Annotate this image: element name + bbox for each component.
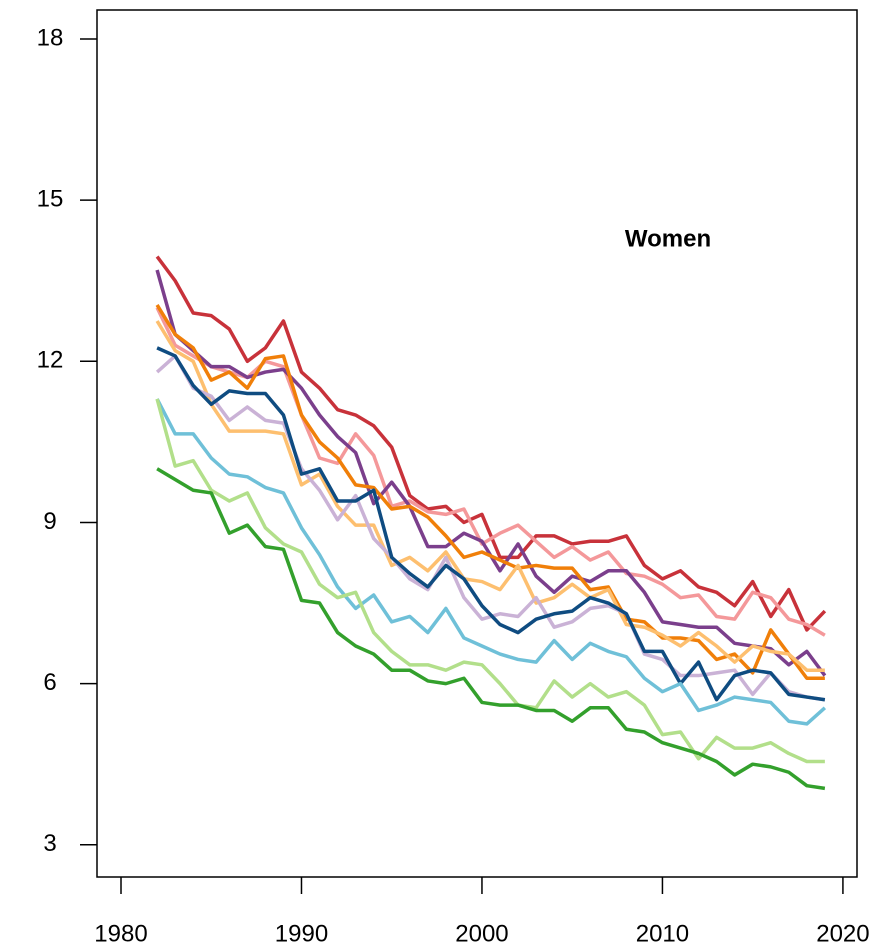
plot-frame	[96, 9, 858, 878]
y-tick-label: 18	[37, 24, 64, 51]
series-line	[155, 398, 825, 764]
x-tick-label: 2020	[816, 920, 869, 947]
y-tick-label: 15	[37, 186, 64, 213]
x-tick-label: 1980	[94, 920, 147, 947]
y-tick-label: 9	[43, 508, 56, 535]
y-tick-label: 12	[37, 347, 64, 374]
series-line	[155, 306, 826, 637]
series-line	[156, 467, 826, 791]
annotation: Women	[625, 225, 711, 252]
series-line	[155, 398, 827, 726]
series-line	[155, 303, 825, 680]
series-line	[156, 346, 826, 702]
x-tick-label: 2000	[455, 920, 508, 947]
y-tick-label: 6	[43, 669, 56, 696]
series-line	[155, 255, 827, 632]
x-tick-label: 2010	[636, 920, 689, 947]
x-tick-label: 1990	[275, 920, 328, 947]
y-tick-label: 3	[43, 830, 56, 857]
series-line	[155, 320, 825, 672]
